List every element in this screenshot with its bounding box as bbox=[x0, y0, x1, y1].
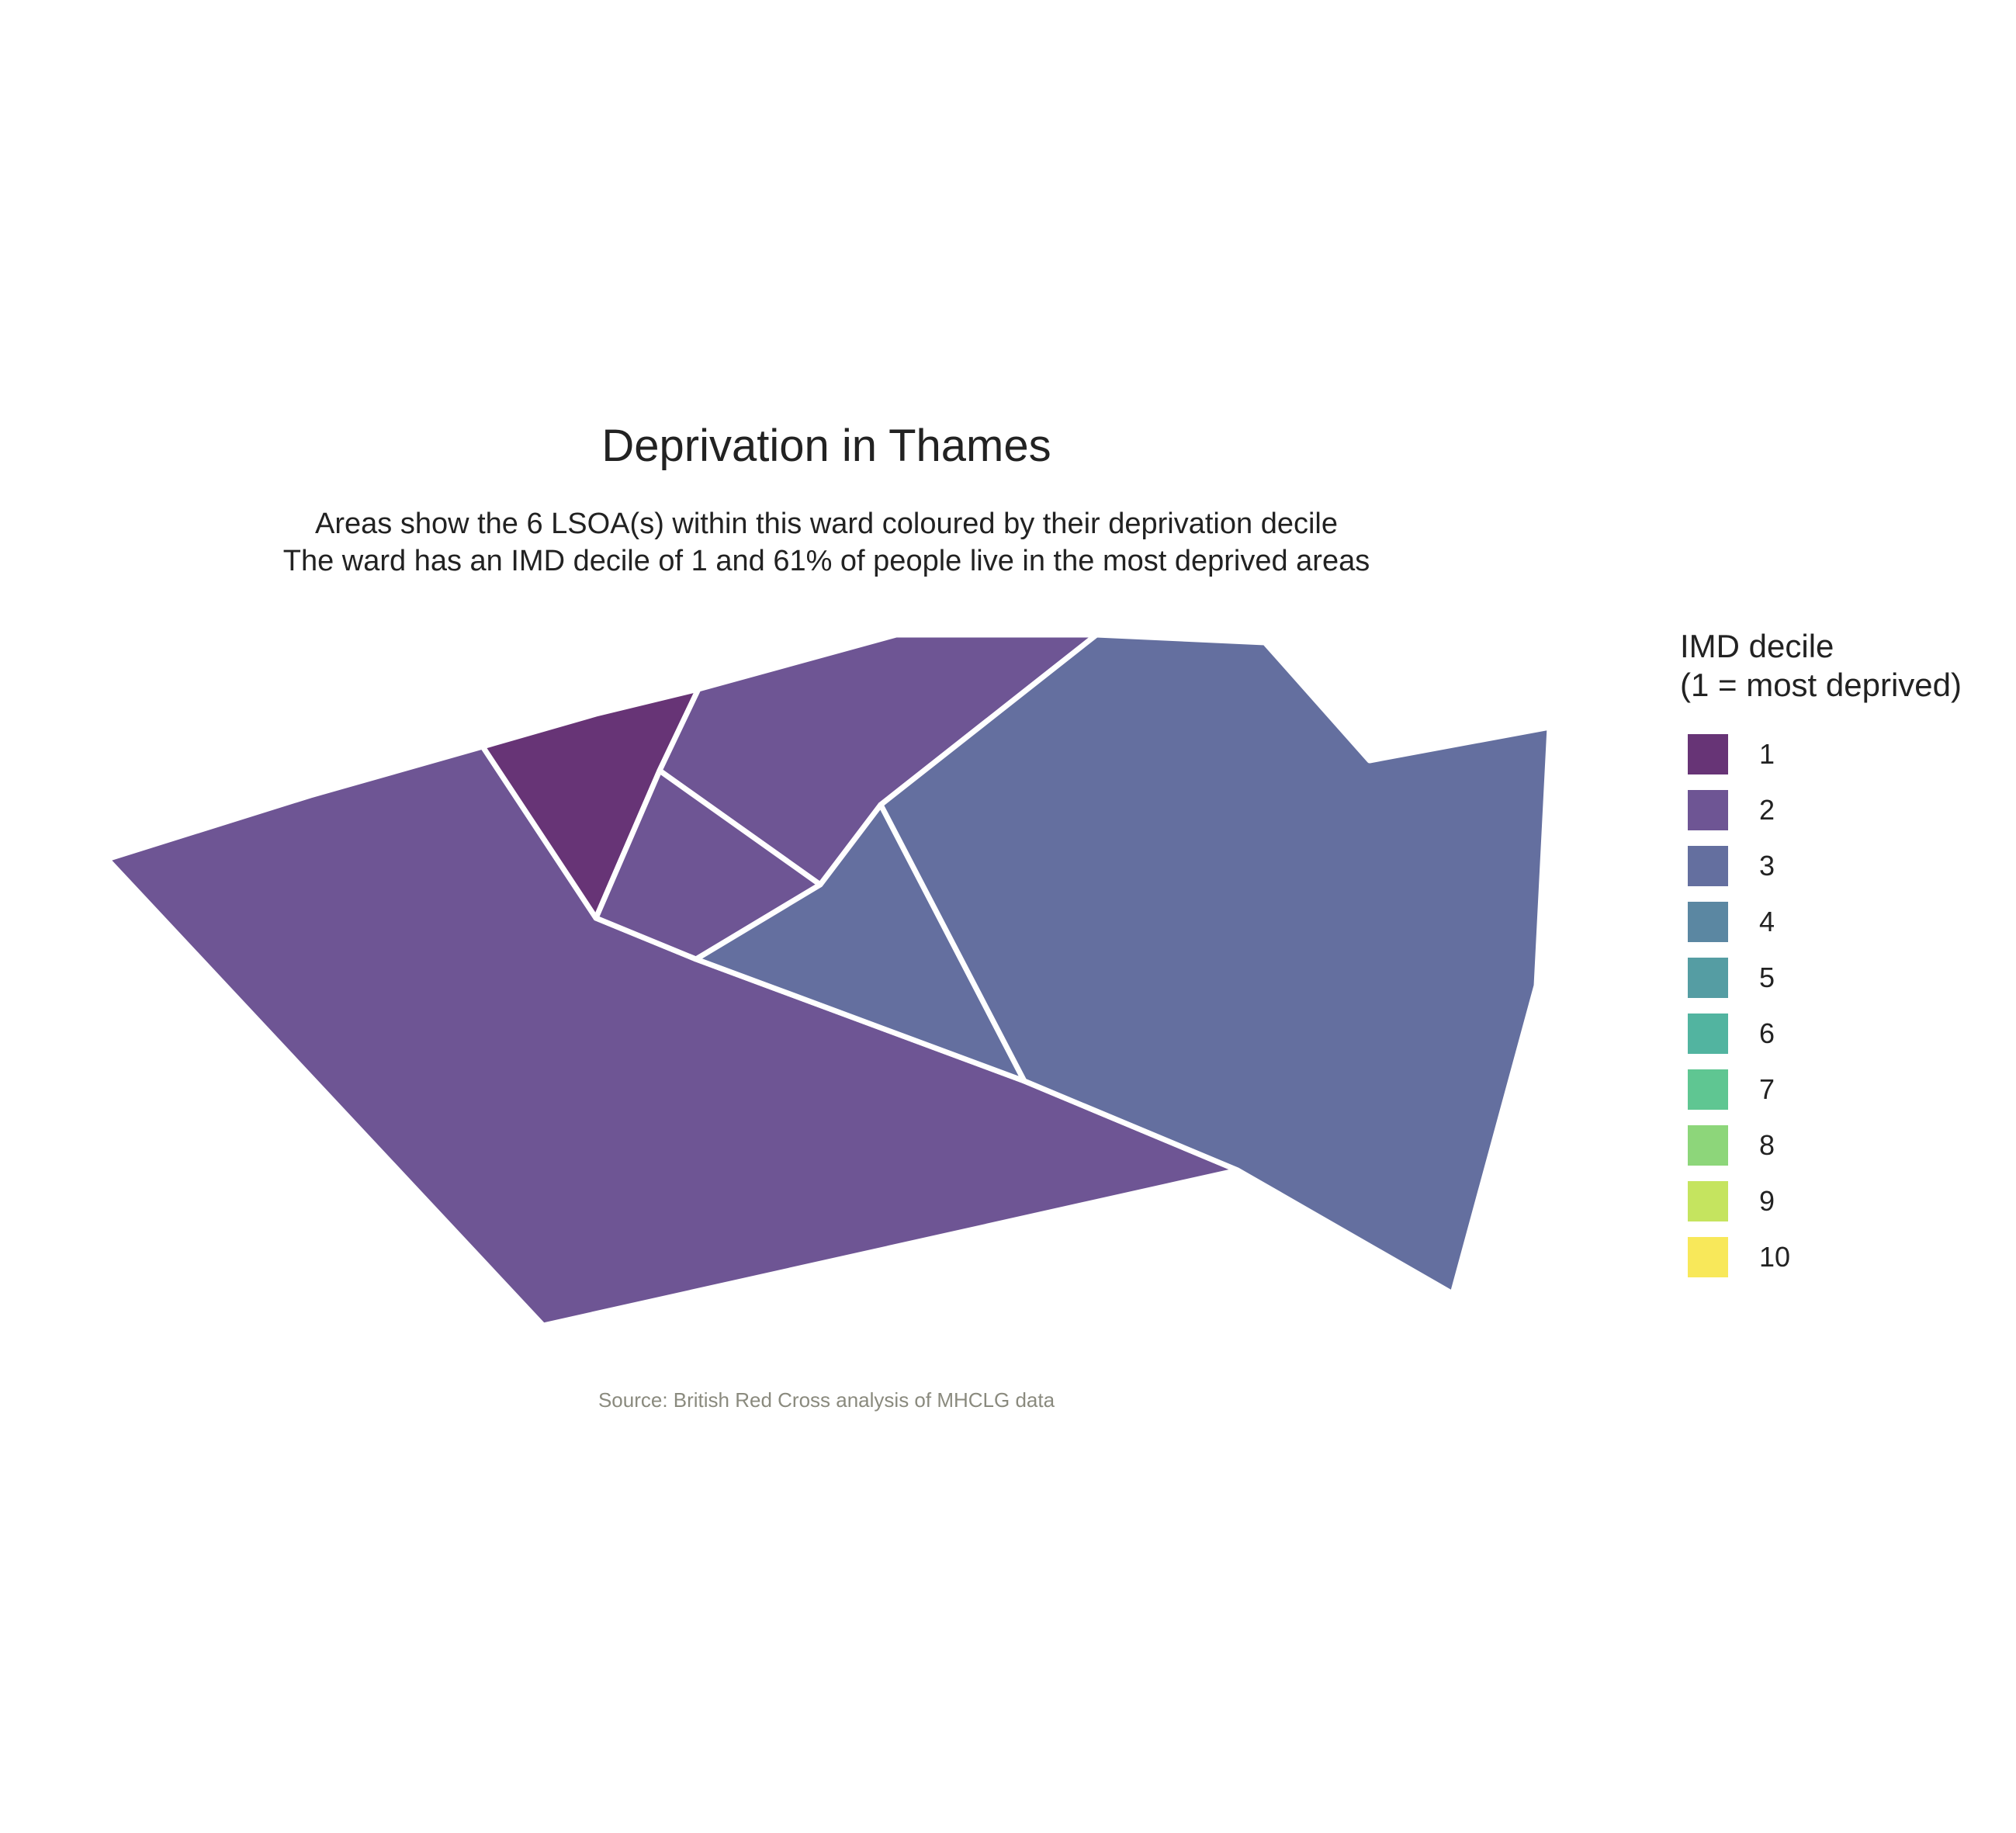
legend-item: 3 bbox=[1688, 846, 2006, 902]
source-caption: Source: British Red Cross analysis of MH… bbox=[598, 1388, 1055, 1412]
legend-item: 1 bbox=[1688, 734, 2006, 790]
subtitle-line: The ward has an IMD decile of 1 and 61% … bbox=[282, 545, 1370, 577]
legend-swatch bbox=[1688, 958, 1728, 998]
legend-label: 5 bbox=[1759, 962, 1775, 993]
legend-item: 9 bbox=[1688, 1181, 2006, 1237]
subtitle-line: Areas show the 6 LSOA(s) within this war… bbox=[315, 508, 1338, 540]
legend-item: 5 bbox=[1688, 958, 2006, 1014]
legend-label: 9 bbox=[1759, 1185, 1775, 1217]
legend-label: 8 bbox=[1759, 1129, 1775, 1161]
legend-label: 10 bbox=[1759, 1241, 1791, 1273]
legend-item: 2 bbox=[1688, 790, 2006, 846]
legend-item: 8 bbox=[1688, 1125, 2006, 1181]
legend-item: 7 bbox=[1688, 1069, 2006, 1125]
map-title: Deprivation in Thames bbox=[601, 421, 1051, 471]
legend-swatch bbox=[1688, 1069, 1728, 1110]
legend-label: 3 bbox=[1759, 850, 1775, 882]
lsoa-polygons bbox=[104, 632, 1553, 1329]
legend-swatch bbox=[1688, 902, 1728, 942]
legend-swatch bbox=[1688, 1237, 1728, 1277]
legend-label: 1 bbox=[1759, 738, 1775, 770]
legend-label: 7 bbox=[1759, 1073, 1775, 1105]
legend-item: 4 bbox=[1688, 902, 2006, 958]
legend-item: 6 bbox=[1688, 1014, 2006, 1069]
lsoa-area-east[interactable] bbox=[878, 632, 1553, 1297]
legend-swatch bbox=[1688, 1014, 1728, 1054]
legend: IMD decile (1 = most deprived) 1 2 3 4 5 6 7 8 9… bbox=[1680, 627, 2006, 1293]
legend-swatch bbox=[1688, 734, 1728, 774]
legend-swatch bbox=[1688, 846, 1728, 886]
legend-label: 4 bbox=[1759, 906, 1775, 937]
legend-title: IMD decile bbox=[1680, 628, 1834, 664]
legend-label: 6 bbox=[1759, 1017, 1775, 1049]
legend-items: 1 2 3 4 5 6 7 8 9 10 bbox=[1688, 734, 2006, 1293]
legend-swatch bbox=[1688, 1181, 1728, 1221]
legend-label: 2 bbox=[1759, 794, 1775, 826]
legend-item: 10 bbox=[1688, 1237, 2006, 1293]
legend-title: (1 = most deprived) bbox=[1680, 667, 1962, 703]
legend-swatch bbox=[1688, 1125, 1728, 1166]
legend-swatch bbox=[1688, 790, 1728, 830]
